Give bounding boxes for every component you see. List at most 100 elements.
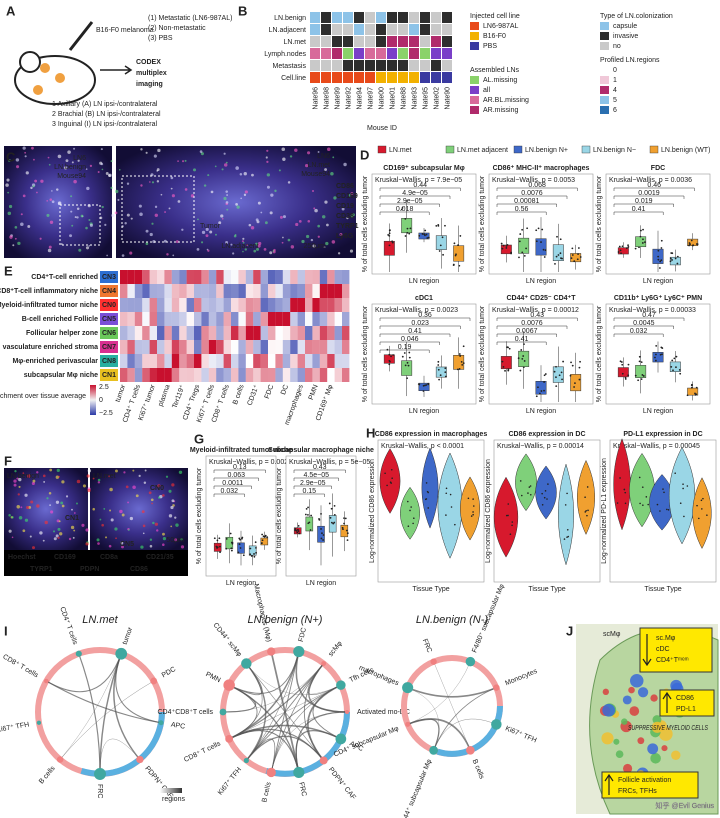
cell <box>376 24 386 35</box>
cell <box>420 48 430 59</box>
speckle <box>205 227 209 232</box>
speckle <box>89 164 93 168</box>
violin <box>460 476 480 541</box>
heat-cell <box>201 270 209 284</box>
speckle <box>99 518 102 521</box>
edge <box>270 651 300 773</box>
speckle <box>226 194 229 196</box>
point <box>625 247 628 250</box>
heat-cell <box>127 354 135 368</box>
speckle <box>48 245 52 249</box>
point <box>507 514 509 517</box>
heat-cell <box>120 354 128 368</box>
heat-cell <box>260 354 268 368</box>
cell <box>398 72 408 83</box>
heat-cell <box>238 340 246 354</box>
heat-cell <box>319 368 328 382</box>
point <box>403 352 406 354</box>
heat-cell <box>179 284 187 298</box>
label: Nate92 <box>345 87 352 110</box>
bracket <box>379 317 471 321</box>
label: 0.019 <box>635 198 653 205</box>
point <box>333 513 336 516</box>
point <box>322 534 325 536</box>
callout <box>659 689 715 717</box>
heat-cell <box>164 284 172 298</box>
point <box>518 256 520 259</box>
axis-title: Tissue Type <box>412 586 449 593</box>
axis-title: LN region <box>526 408 556 415</box>
cell <box>332 48 342 59</box>
point <box>561 378 563 381</box>
point <box>438 250 441 252</box>
label: Lymph.nodes <box>264 51 306 58</box>
point <box>421 233 424 235</box>
point <box>444 375 447 378</box>
label: CD8⁺T-cell inflammatory niche <box>0 288 98 295</box>
point <box>445 487 448 490</box>
point <box>579 256 582 258</box>
point <box>586 514 588 517</box>
label: Kruskal−Wallis, p = 0.00014 <box>497 443 584 450</box>
label: PDPN <box>80 566 99 573</box>
point <box>621 363 624 366</box>
point <box>564 504 567 506</box>
point <box>507 369 510 372</box>
cell <box>398 36 408 47</box>
heat-cell <box>238 354 246 368</box>
heat-cell <box>297 312 305 326</box>
point <box>525 247 527 250</box>
heat-cell <box>216 284 224 298</box>
cell <box>442 12 452 23</box>
speckle <box>175 523 179 527</box>
speckle <box>168 514 173 518</box>
speckle <box>339 233 343 236</box>
cell <box>387 36 397 47</box>
speckle <box>192 168 197 172</box>
speckle <box>53 537 57 541</box>
point <box>239 538 242 541</box>
node <box>243 757 249 764</box>
point <box>642 504 644 506</box>
heat-cell <box>157 340 165 354</box>
speckle <box>223 152 226 155</box>
node <box>56 756 64 763</box>
speckle <box>173 538 177 542</box>
speckle <box>307 151 311 155</box>
speckle <box>172 254 175 257</box>
point <box>413 517 415 520</box>
point <box>639 235 642 238</box>
point <box>505 247 508 249</box>
node-label: CD8⁺ T cells <box>1 653 39 679</box>
point <box>298 532 301 535</box>
speckle <box>156 169 159 172</box>
point <box>578 378 581 381</box>
point <box>523 360 526 362</box>
cell <box>321 48 331 59</box>
axis-title: % of total cells excluding tumor <box>362 175 369 272</box>
heat-cell <box>120 270 128 284</box>
point <box>546 498 548 500</box>
label: Nate90 <box>444 87 451 110</box>
label: LN.benign <box>54 164 86 171</box>
point <box>342 528 344 531</box>
point <box>456 368 459 371</box>
heat-cell <box>186 298 194 312</box>
point <box>501 360 504 363</box>
label: FDC <box>264 384 275 400</box>
speckle <box>120 541 124 545</box>
label: 0.0011 <box>222 480 243 487</box>
label: Mouse94 <box>301 171 330 178</box>
speckle <box>78 248 82 252</box>
point <box>669 257 672 260</box>
point <box>437 364 440 366</box>
point <box>627 244 629 247</box>
heat-cell <box>290 312 298 326</box>
heat-cell <box>312 326 320 340</box>
heat-cell <box>253 270 261 284</box>
point <box>690 383 693 386</box>
point <box>519 369 522 372</box>
speckle <box>154 522 159 526</box>
heat-cell <box>327 340 335 354</box>
label: 0.46 <box>647 182 661 189</box>
